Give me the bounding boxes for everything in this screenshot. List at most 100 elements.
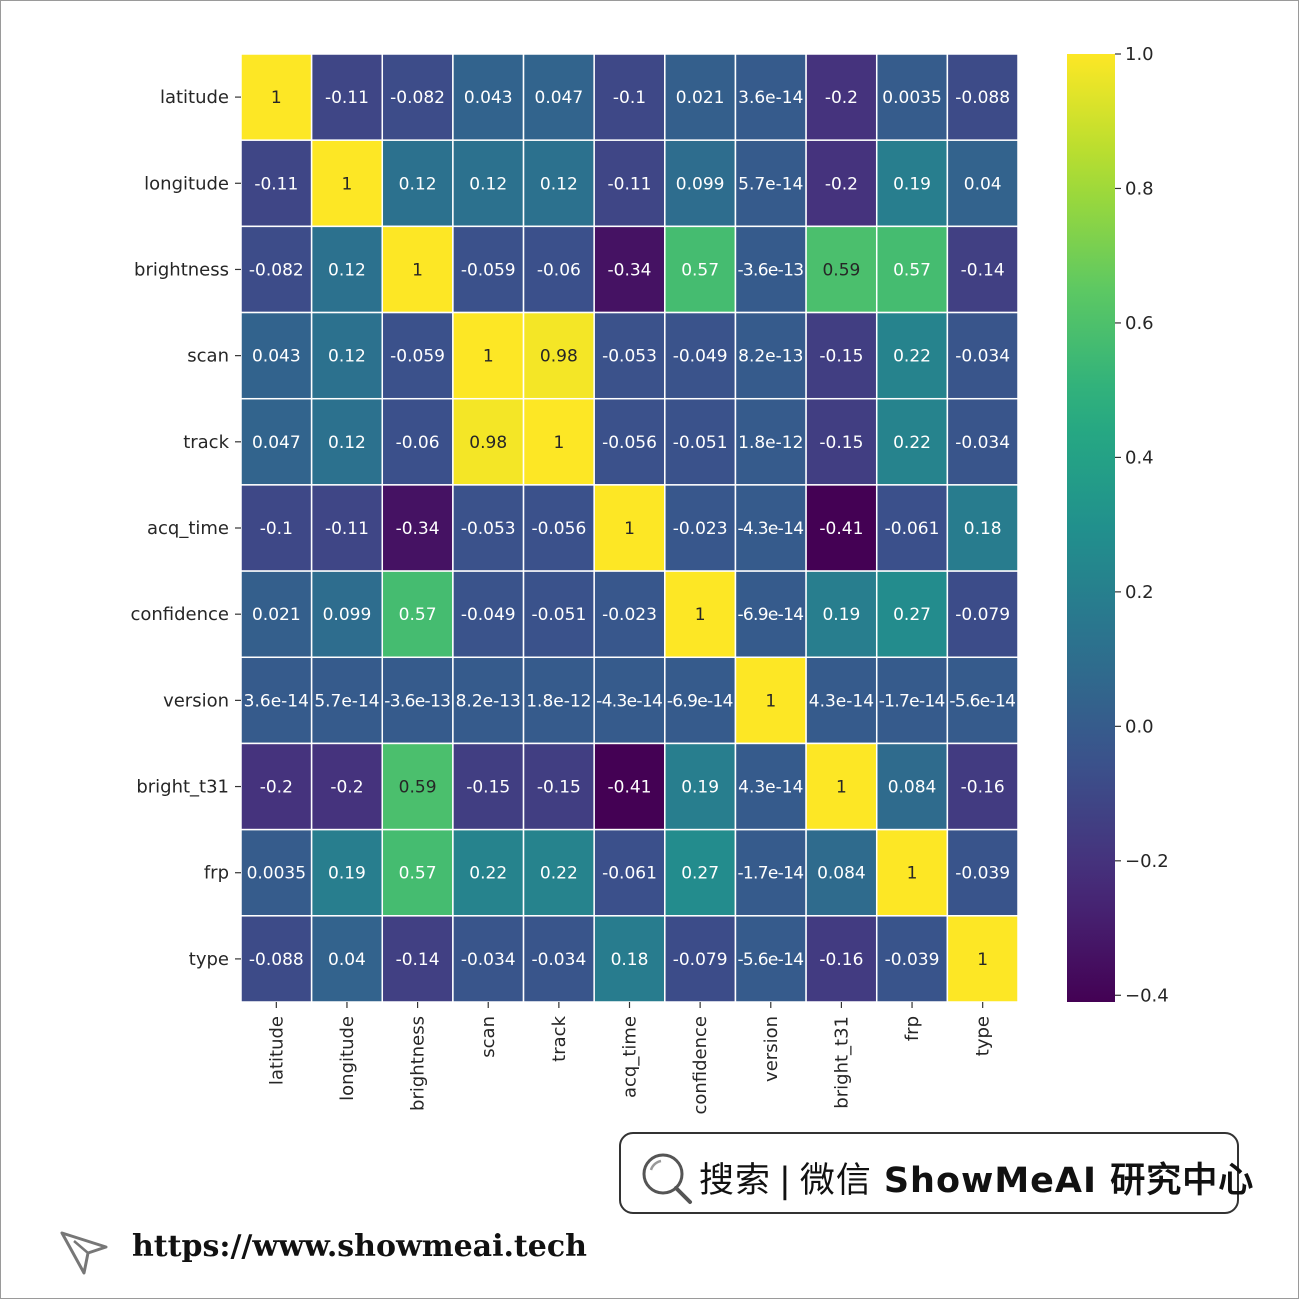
heatmap-cell <box>805 915 878 1003</box>
heatmap-cell-label: -5.6e-14 <box>949 691 1016 711</box>
heatmap-cell <box>664 397 737 486</box>
heatmap-cell-label: 1 <box>695 605 706 625</box>
heatmap-cell-label: -6.9e-14 <box>737 605 804 625</box>
colorbar-tick-label: −0.4 <box>1125 985 1169 1006</box>
x-tick-label: version <box>761 1016 782 1082</box>
heatmap-cell-label: -0.061 <box>885 519 940 539</box>
heatmap-cell <box>946 828 1019 917</box>
heatmap-cell <box>664 570 737 659</box>
x-tick-label: acq_time <box>620 1016 641 1098</box>
heatmap-cell <box>310 742 384 831</box>
heatmap-cell-label: -0.023 <box>602 605 657 625</box>
x-tick-label: bright_t31 <box>831 1016 852 1109</box>
heatmap-cell <box>734 570 807 659</box>
heatmap-cell-label: -0.053 <box>461 519 516 539</box>
heatmap-cell <box>664 311 737 400</box>
heatmap-cell-label: 0.12 <box>469 174 507 194</box>
heatmap-cell-label: 0.18 <box>964 519 1002 539</box>
heatmap-cell-label: -0.034 <box>955 347 1010 367</box>
heatmap-cell-label: 0.043 <box>252 347 301 367</box>
heatmap-cell-label: 0.084 <box>888 778 937 798</box>
heatmap-cell-label: -0.059 <box>390 347 445 367</box>
heatmap-cell-label: 1 <box>907 864 918 884</box>
heatmap-cell-label: -0.11 <box>608 174 652 194</box>
y-axis-ticks: latitude longitude brightness scan track acq_… <box>130 87 241 970</box>
heatmap-cell-label: -1.7e-14 <box>879 691 946 711</box>
heatmap-cell-label: -0.11 <box>325 519 369 539</box>
heatmap-cell-label: 5.7e-14 <box>314 691 379 711</box>
heatmap-cell-label: -0.2 <box>825 174 858 194</box>
heatmap-cell-label: 0.0035 <box>247 864 306 884</box>
heatmap-cell <box>522 742 595 831</box>
y-tick-label: confidence <box>130 604 229 625</box>
colorbar-tick-label: 1.0 <box>1125 44 1154 65</box>
heatmap-cell <box>381 828 454 917</box>
heatmap-cell <box>664 225 737 314</box>
heatmap-cell-label: -0.039 <box>955 864 1010 884</box>
heatmap-cell-label: 0.22 <box>469 864 507 884</box>
heatmap-cell-label: -0.034 <box>461 950 516 970</box>
heatmap-cell-label: 0.12 <box>540 174 578 194</box>
heatmap-cell <box>946 225 1019 314</box>
heatmap-cell <box>805 139 878 228</box>
heatmap-cell-label: -0.088 <box>249 950 304 970</box>
heatmap-cell-label: -0.14 <box>961 260 1005 280</box>
heatmap-cell <box>805 656 878 745</box>
heatmap-cell <box>522 915 595 1003</box>
heatmap-cell-label: 0.19 <box>328 864 366 884</box>
heatmap-cell-label: -0.41 <box>608 778 652 798</box>
heatmap-cell-label: 0.27 <box>893 605 931 625</box>
heatmap-cell-label: 0.047 <box>252 433 301 453</box>
heatmap-cell-label: -0.11 <box>254 174 298 194</box>
colorbar-tick-label: 0.8 <box>1125 178 1154 199</box>
heatmap-cell <box>310 484 384 572</box>
heatmap-cell <box>310 570 384 659</box>
heatmap-cell <box>593 311 666 400</box>
x-tick-label: scan <box>478 1016 499 1058</box>
heatmap-cell-label: 1 <box>836 778 847 798</box>
heatmap-cell-label: 1 <box>271 88 282 108</box>
heatmap-cell-label: -0.039 <box>885 950 940 970</box>
heatmap-cell <box>875 915 949 1003</box>
heatmap-cell <box>240 484 313 572</box>
y-tick-label: version <box>163 690 229 711</box>
heatmap-cell-label: -0.41 <box>819 519 863 539</box>
heatmap-cell <box>310 311 384 400</box>
heatmap-cell-label: 0.22 <box>893 433 931 453</box>
heatmap-cell <box>734 311 807 400</box>
heatmap-cell <box>805 484 878 572</box>
heatmap-cell <box>805 828 878 917</box>
y-tick-label: track <box>183 432 229 453</box>
heatmap-cell <box>452 397 525 486</box>
heatmap-cell <box>310 915 384 1003</box>
x-tick-label: confidence <box>690 1016 711 1115</box>
heatmap-cell <box>875 225 949 314</box>
heatmap-cell-label: 0.27 <box>681 864 719 884</box>
heatmap-cell <box>946 139 1019 228</box>
website-url[interactable]: https://www.showmeai.tech <box>132 1229 587 1264</box>
heatmap-cell-label: -0.023 <box>673 519 728 539</box>
heatmap-cell-label: 1 <box>412 260 423 280</box>
colorbar-tick-label: 0.6 <box>1125 313 1154 334</box>
heatmap-cell-label: -0.034 <box>955 433 1010 453</box>
heatmap-cell-label: 8.2e-13 <box>738 347 803 367</box>
heatmap-cell-label: 0.19 <box>681 778 719 798</box>
heatmap-cell <box>381 915 454 1003</box>
heatmap-cell-label: -0.16 <box>819 950 863 970</box>
heatmap-cell <box>310 397 384 486</box>
heatmap-cell-label: 1 <box>765 691 776 711</box>
heatmap-cell-label: -0.088 <box>955 88 1010 108</box>
heatmap-cell <box>381 139 454 228</box>
heatmap-cell-label: -0.2 <box>330 778 363 798</box>
heatmap-cell <box>875 656 949 745</box>
heatmap-cell-label: -0.15 <box>819 347 863 367</box>
heatmap-cell-label: -0.049 <box>673 347 728 367</box>
heatmap-cell-label: -5.6e-14 <box>737 950 804 970</box>
heatmap-cell-label: -0.051 <box>673 433 728 453</box>
heatmap-cell <box>240 828 313 917</box>
heatmap-cell-label: -4.3e-14 <box>596 691 663 711</box>
heatmap-cells <box>240 53 1019 1003</box>
heatmap-cell <box>946 484 1019 572</box>
heatmap-cell <box>734 742 807 831</box>
heatmap-cell-label: -0.082 <box>390 88 445 108</box>
